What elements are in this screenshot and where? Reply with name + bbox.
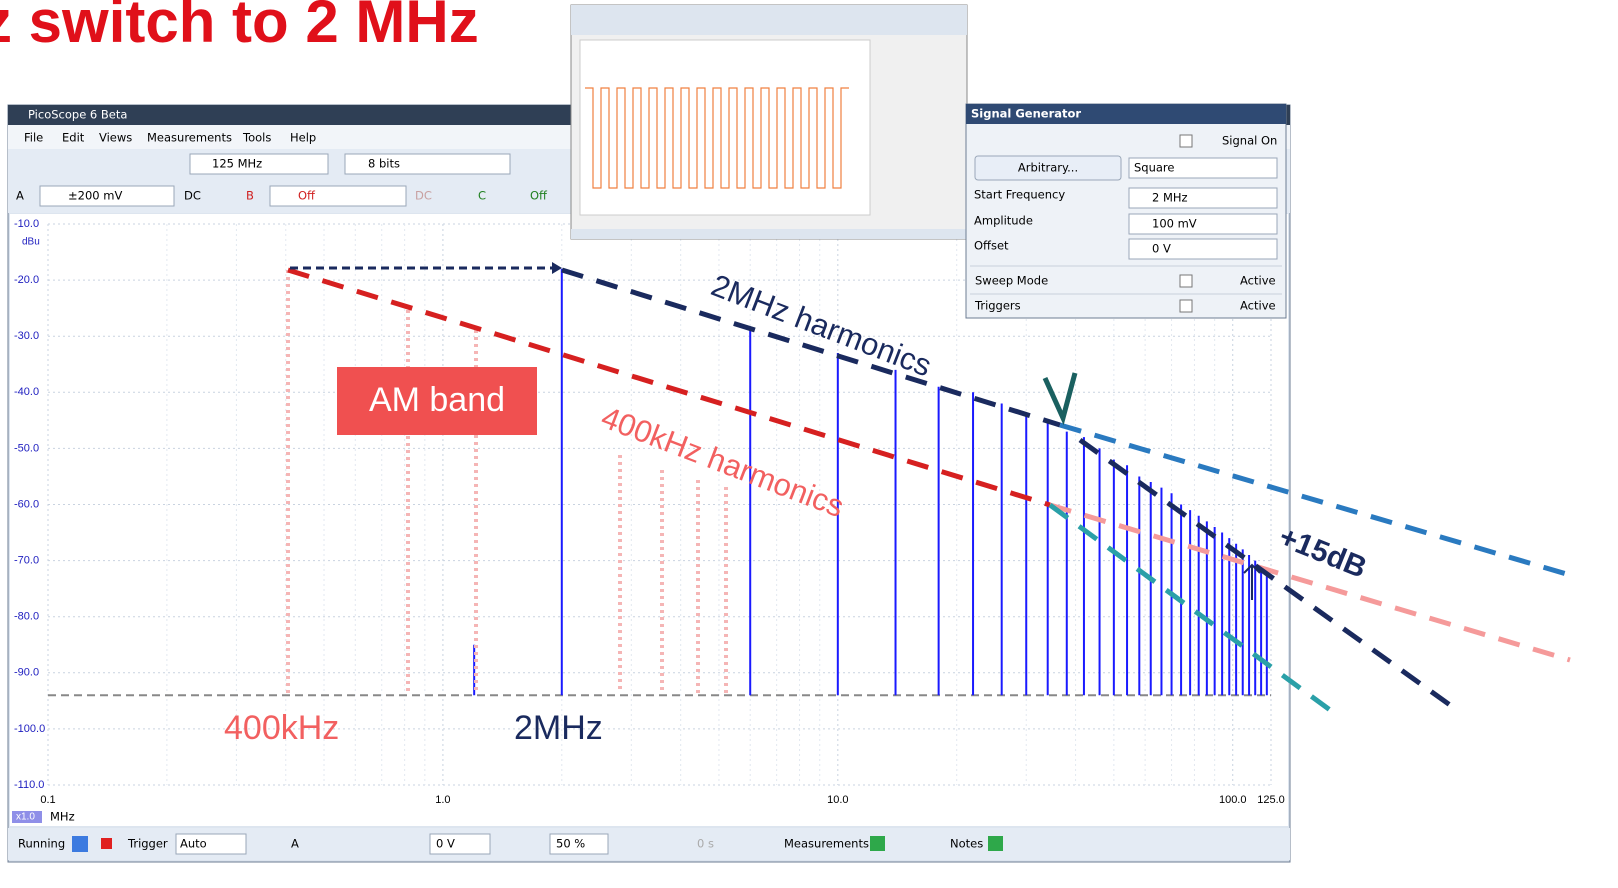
pre-trigger[interactable]: 50 % — [556, 837, 585, 851]
menu-item[interactable]: Edit — [62, 131, 85, 145]
channel-a[interactable]: A — [16, 189, 24, 203]
start-frequency-label: Start Frequency — [974, 188, 1065, 202]
range-a[interactable]: ±200 mV — [68, 189, 122, 203]
y-tick-label: -110.0 — [14, 779, 44, 791]
amplitude[interactable]: 100 mV — [1152, 217, 1197, 231]
triggers-label: Triggers — [974, 299, 1021, 313]
y-tick-label: -20.0 — [14, 274, 39, 286]
trigger-label: Trigger — [127, 837, 168, 851]
measurements[interactable]: Measurements — [784, 837, 869, 851]
y-tick-label: -10.0 — [14, 218, 39, 230]
sweep-label: Sweep Mode — [975, 274, 1048, 288]
window-title: PicoScope 6 Beta — [28, 108, 127, 122]
menu-item[interactable]: Views — [99, 131, 132, 145]
y-tick-label: -70.0 — [14, 555, 39, 567]
threshold[interactable]: 0 V — [436, 837, 455, 851]
menu-item[interactable]: Help — [290, 131, 316, 145]
delay[interactable]: 0 s — [697, 837, 714, 851]
waveform[interactable]: Square — [1134, 161, 1175, 175]
page: z switch to 2 MHz PicoScope 6 Beta File E… — [0, 0, 1618, 888]
range-c[interactable]: Off — [530, 189, 548, 203]
y-tick-label: -40.0 — [14, 386, 39, 398]
y-tick-label: -90.0 — [14, 667, 39, 679]
y-tick-label: -50.0 — [14, 442, 39, 454]
menu-item[interactable]: Tools — [242, 131, 271, 145]
offset-label: Offset — [974, 239, 1009, 253]
range-b[interactable]: Off — [298, 189, 316, 203]
y-tick-label: -80.0 — [14, 611, 39, 623]
amplitude-label: Amplitude — [974, 214, 1033, 228]
annotation: 400kHz — [224, 709, 339, 747]
run-button[interactable] — [72, 836, 88, 852]
trigger-mode[interactable]: Auto — [180, 837, 207, 851]
x-tick-label: 100.0 — [1219, 794, 1247, 806]
triggers-check[interactable] — [1180, 300, 1192, 312]
add-measurement[interactable] — [870, 836, 885, 851]
arbitrary[interactable]: Arbitrary... — [1018, 161, 1078, 175]
coupling-b[interactable]: DC — [415, 189, 432, 203]
zoom: x1.0 — [16, 812, 35, 823]
run-state: Running — [18, 837, 65, 851]
sweep-check[interactable] — [1180, 275, 1192, 287]
signal-on[interactable]: Signal On — [1222, 134, 1277, 148]
channel-b[interactable]: B — [246, 189, 254, 203]
notes-button[interactable] — [988, 836, 1003, 851]
start-frequency[interactable]: 2 MHz — [1152, 191, 1188, 205]
sweep-active: Active — [1240, 274, 1276, 288]
stop-button[interactable] — [101, 838, 112, 849]
sg-title: Signal Generator — [971, 107, 1081, 121]
x-tick-label: 125.0 — [1257, 794, 1285, 806]
coupling-a[interactable]: DC — [184, 189, 201, 203]
y-tick-label: -60.0 — [14, 498, 39, 510]
timebase[interactable]: 125 MHz — [212, 157, 262, 171]
resolution[interactable]: 8 bits — [368, 157, 400, 171]
menu-item[interactable]: Measurements — [147, 131, 232, 145]
x-tick-label: 10.0 — [827, 794, 848, 806]
channel-c[interactable]: C — [478, 189, 486, 203]
x-tick-label: 1.0 — [435, 794, 450, 806]
y-tick-label: -30.0 — [14, 330, 39, 342]
triggers-active: Active — [1240, 299, 1276, 313]
range-b-box[interactable] — [270, 186, 406, 206]
annotation: AM band — [369, 381, 505, 419]
menu-item[interactable]: File — [24, 131, 43, 145]
notes[interactable]: Notes — [950, 837, 983, 851]
offset[interactable]: 0 V — [1152, 242, 1171, 256]
slide-title: z switch to 2 MHz — [0, 0, 479, 55]
x-unit: MHz — [50, 810, 75, 824]
y-unit: dBu — [22, 237, 40, 248]
x-tick-label: 0.1 — [40, 794, 55, 806]
signal-on-check[interactable] — [1180, 135, 1192, 147]
trigger-source[interactable]: A — [291, 837, 299, 851]
y-tick-label: -100.0 — [14, 723, 45, 735]
annotation: 2MHz — [514, 709, 603, 747]
